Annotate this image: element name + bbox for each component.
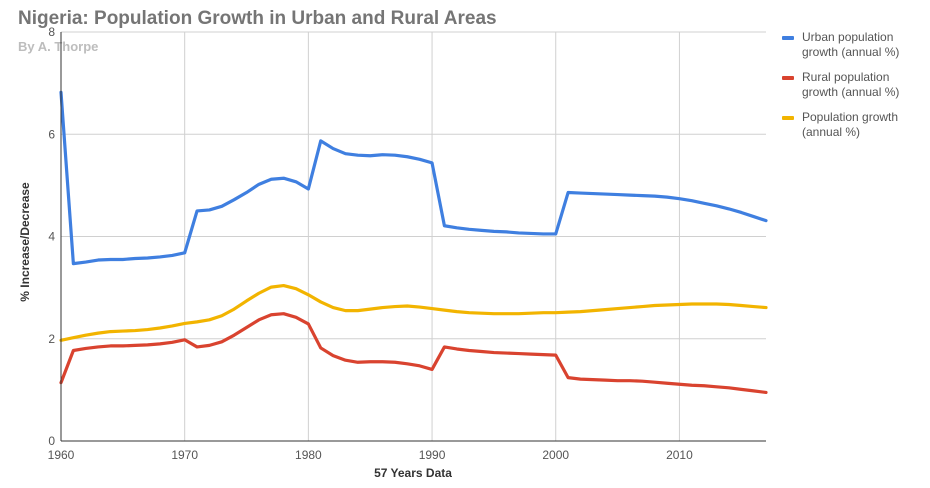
- gridlines: [61, 31, 766, 441]
- legend-swatch-total: [782, 116, 794, 120]
- x-tick-label: 2000: [542, 448, 569, 462]
- x-tick-label: 1960: [48, 448, 75, 462]
- series-line-2: [59, 283, 768, 342]
- chart-title: Nigeria: Population Growth in Urban and …: [18, 8, 497, 29]
- legend-item-rural[interactable]: Rural population growth (annual %): [782, 70, 922, 110]
- legend-label-rural: Rural population growth (annual %): [802, 70, 900, 99]
- y-tick-label: 2: [48, 332, 55, 346]
- y-tick-label: 8: [48, 25, 55, 39]
- series-lines: [59, 90, 768, 395]
- chart-subtitle: By A. Thorpe: [18, 39, 99, 54]
- y-tick-label: 0: [48, 434, 55, 448]
- legend: Urban population growth (annual %) Rural…: [782, 30, 922, 150]
- series-line-1: [59, 312, 768, 395]
- legend-label-urban: Urban population growth (annual %): [802, 30, 900, 59]
- y-axis-label: % Increase/Decrease: [18, 182, 32, 302]
- tick-labels: 0 2 4 6 8 1960 1970 1980 1990 2000 2010: [48, 25, 693, 462]
- legend-item-urban[interactable]: Urban population growth (annual %): [782, 30, 922, 70]
- y-tick-label: 6: [48, 127, 55, 141]
- x-tick-label: 1990: [419, 448, 446, 462]
- legend-swatch-rural: [782, 76, 794, 80]
- x-axis-label: 57 Years Data: [374, 466, 452, 480]
- legend-swatch-urban: [782, 36, 794, 40]
- x-tick-label: 1980: [295, 448, 322, 462]
- x-tick-label: 2010: [666, 448, 693, 462]
- y-tick-label: 4: [48, 230, 55, 244]
- series-line-0: [59, 90, 768, 266]
- legend-item-total[interactable]: Population growth (annual %): [782, 110, 922, 150]
- x-tick-label: 1970: [171, 448, 198, 462]
- legend-label-total: Population growth (annual %): [802, 110, 899, 139]
- axes: [60, 32, 766, 442]
